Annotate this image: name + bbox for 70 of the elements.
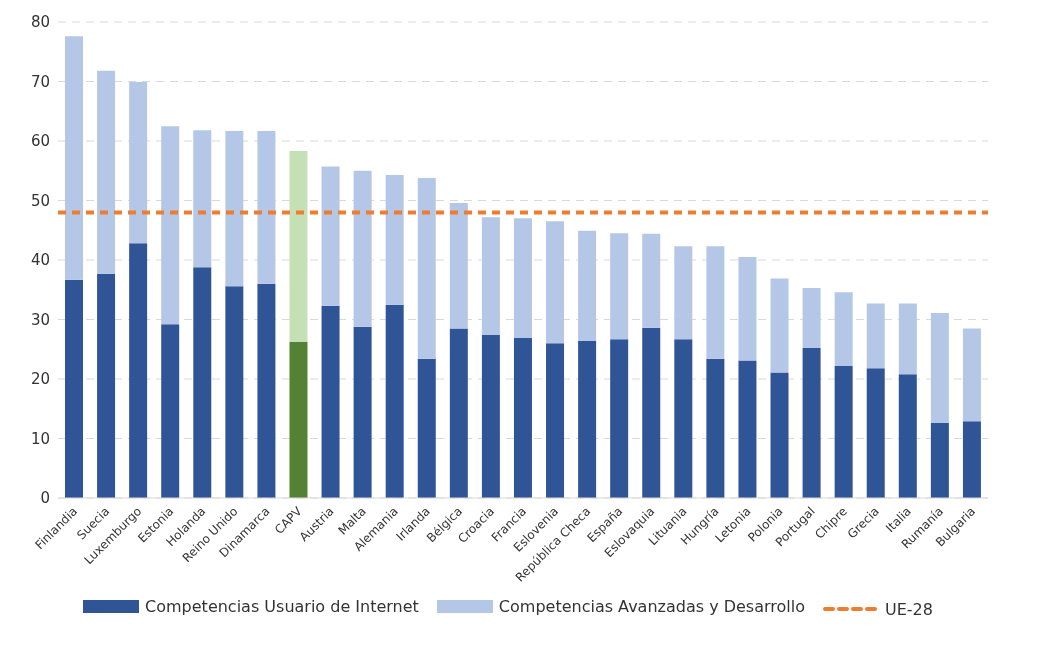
bar [321,305,340,498]
bar [578,340,597,498]
bar [674,339,693,498]
bar [834,365,853,498]
y-tick-label: 40 [30,251,50,270]
y-tick-label: 30 [30,310,50,329]
bar [513,337,532,498]
bar [417,358,436,498]
bar [97,70,116,274]
y-tick-label: 0 [40,489,50,508]
bar [225,130,244,287]
bar [161,126,180,325]
legend-label: Competencias Usuario de Internet [145,597,419,616]
bar [930,423,949,498]
y-tick-label: 70 [30,72,50,91]
bar [834,292,853,366]
y-tick-label: 60 [30,132,50,151]
bar [97,273,116,498]
bar [417,177,436,359]
bar [385,304,404,498]
bar [481,334,500,498]
bar [289,151,308,343]
bar [962,421,981,498]
bar [866,303,885,369]
bar [65,36,83,280]
y-tick-label: 10 [30,429,50,448]
bar [738,360,757,498]
bar [129,243,148,498]
bar [161,324,180,498]
bar [289,342,308,498]
bar [385,174,404,305]
bar [193,267,212,498]
bar [257,130,276,284]
bar [353,326,372,498]
bar [225,286,244,498]
bar [65,279,83,498]
bar [802,287,821,349]
bar [353,170,372,327]
bar [962,328,981,422]
bar [802,348,821,498]
bar [193,130,212,268]
legend-label: Competencias Avanzadas y Desarrollo [498,597,805,616]
bar [770,278,789,373]
y-tick-label: 20 [30,370,50,389]
bar [866,368,885,498]
bar [706,246,725,359]
bar [610,233,629,340]
bar [610,339,629,498]
bar [738,257,757,361]
bar [481,217,500,335]
bar [546,221,565,344]
bar [449,328,468,498]
bar [706,358,725,498]
bar [898,374,917,498]
bar [129,82,148,244]
bar [321,166,340,306]
y-tick-label: 80 [30,13,50,32]
bar [449,202,468,329]
legend-label: UE-28 [884,599,933,619]
bar [257,283,276,498]
bar [930,312,949,424]
bar [578,230,597,341]
bar [513,218,532,338]
bar [546,343,565,498]
bar [642,327,661,498]
bar [898,303,917,375]
bar [770,372,789,498]
y-tick-label: 50 [30,191,50,210]
bar [674,246,693,340]
bar [642,233,661,328]
